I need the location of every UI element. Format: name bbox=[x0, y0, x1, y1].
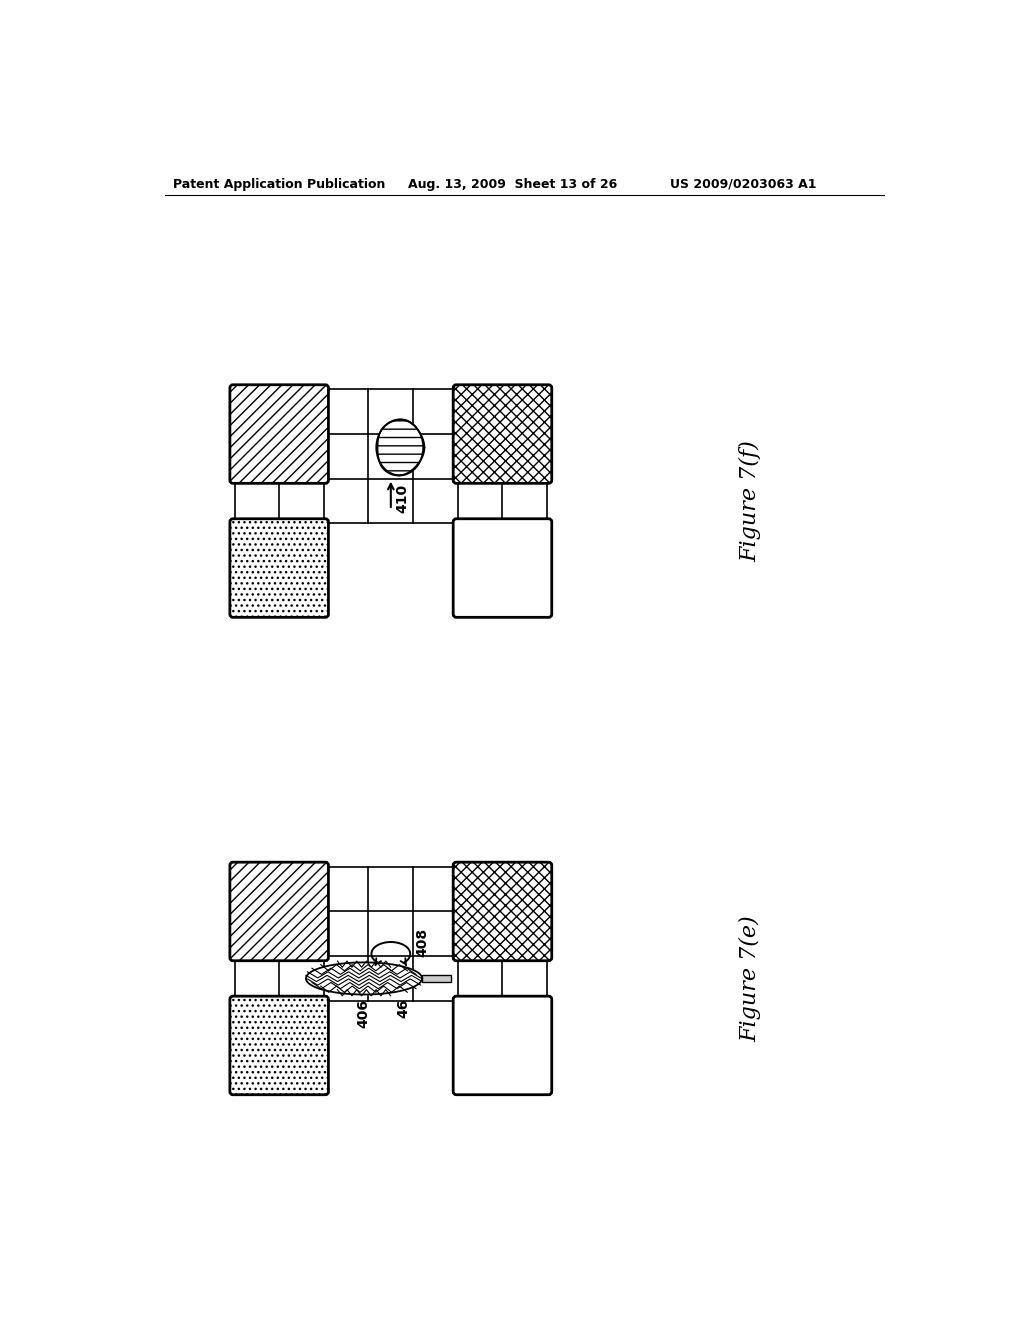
Text: Patent Application Publication: Patent Application Publication bbox=[173, 178, 385, 190]
Ellipse shape bbox=[376, 420, 423, 475]
Bar bbox=[234, 524, 324, 612]
Bar bbox=[234, 389, 547, 524]
Polygon shape bbox=[378, 420, 424, 475]
Polygon shape bbox=[306, 962, 422, 994]
FancyBboxPatch shape bbox=[454, 862, 552, 961]
Bar bbox=[234, 867, 547, 1001]
Text: Figure 7(e): Figure 7(e) bbox=[739, 915, 762, 1041]
Text: Figure 7(f): Figure 7(f) bbox=[739, 440, 762, 562]
Text: 408: 408 bbox=[416, 928, 429, 957]
Bar bbox=[234, 1001, 324, 1090]
Text: US 2009/0203063 A1: US 2009/0203063 A1 bbox=[670, 178, 816, 190]
FancyBboxPatch shape bbox=[454, 385, 552, 483]
FancyBboxPatch shape bbox=[230, 862, 329, 961]
Text: 410: 410 bbox=[395, 483, 410, 512]
Bar bbox=[458, 524, 547, 612]
Bar bbox=[458, 1001, 547, 1090]
FancyBboxPatch shape bbox=[454, 997, 552, 1094]
Text: 406: 406 bbox=[356, 998, 371, 1027]
FancyBboxPatch shape bbox=[454, 519, 552, 618]
Text: Aug. 13, 2009  Sheet 13 of 26: Aug. 13, 2009 Sheet 13 of 26 bbox=[408, 178, 617, 190]
Text: 46: 46 bbox=[396, 998, 411, 1018]
FancyBboxPatch shape bbox=[230, 519, 329, 618]
FancyBboxPatch shape bbox=[230, 385, 329, 483]
Bar bbox=[422, 974, 452, 982]
FancyBboxPatch shape bbox=[230, 997, 329, 1094]
